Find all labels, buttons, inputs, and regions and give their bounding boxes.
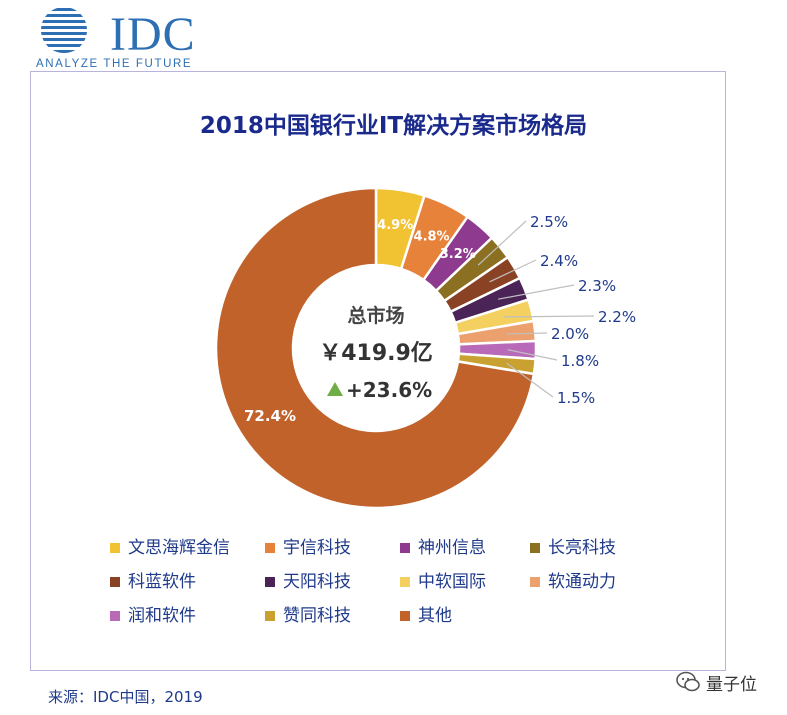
chart-title: 2018中国银行业IT解决方案市场格局 — [199, 113, 588, 139]
center-growth: +23.6% — [346, 378, 432, 402]
slice-label-2: 4.8% — [414, 229, 450, 244]
leader-line-9 — [507, 349, 558, 361]
legend-swatch — [400, 543, 410, 553]
leader-line-4 — [477, 220, 527, 266]
legend-label: 宇信科技 — [283, 538, 351, 558]
slice-label-6: 2.3% — [578, 277, 616, 295]
leader-line-10 — [506, 362, 554, 398]
legend-item: 神州信息 — [400, 533, 486, 558]
legend-label: 长亮科技 — [548, 538, 616, 558]
legend-swatch — [110, 611, 120, 621]
logo-text: IDC — [110, 8, 196, 61]
globe-logo-icon — [41, 8, 87, 53]
legend-item: 软通动力 — [530, 567, 616, 592]
legend-item: 天阳科技 — [265, 567, 351, 592]
legend-item: 中软国际 — [400, 567, 486, 592]
legend-swatch — [265, 543, 275, 553]
legend-label: 科蓝软件 — [128, 572, 196, 592]
slice-label-8: 2.0% — [551, 325, 589, 343]
slice-label-11: 72.4% — [244, 407, 296, 425]
legend-swatch — [110, 577, 120, 587]
slice-11 — [214, 186, 536, 510]
watermark: 量子位 — [676, 670, 776, 695]
slice-label-5: 2.4% — [540, 252, 578, 270]
chart-card — [30, 71, 726, 671]
legend-swatch — [400, 611, 410, 621]
legend-item: 其他 — [400, 601, 452, 626]
wechat-icon — [676, 671, 700, 692]
watermark-text: 量子位 — [706, 675, 757, 695]
legend-label: 中软国际 — [418, 572, 486, 592]
slice-label-10: 1.5% — [557, 389, 595, 407]
leader-line-6 — [498, 284, 575, 300]
legend-item: 赞同科技 — [265, 601, 351, 626]
legend-label: 软通动力 — [548, 572, 616, 592]
legend-item: 科蓝软件 — [110, 567, 196, 592]
legend-item: 文思海辉金信 — [110, 533, 230, 558]
source-note: 来源：IDC中国，2019 — [48, 688, 203, 706]
legend-swatch — [265, 611, 275, 621]
center-total: ￥419.9亿 — [319, 341, 433, 366]
up-triangle-icon — [327, 382, 343, 396]
center-label: 总市场 — [347, 304, 404, 327]
slice-label-4: 2.5% — [530, 213, 568, 231]
legend-swatch — [400, 577, 410, 587]
slice-label-3: 3.2% — [440, 247, 476, 262]
legend-swatch — [530, 543, 540, 553]
legend-item: 长亮科技 — [530, 533, 616, 558]
legend-label: 润和软件 — [128, 606, 196, 626]
legend-label: 神州信息 — [418, 538, 486, 558]
slice-label-1: 4.9% — [377, 218, 413, 233]
slice-label-9: 1.8% — [561, 352, 599, 370]
legend-label: 文思海辉金信 — [128, 538, 230, 558]
idc-logo: IDC ANALYZE THE FUTURE — [34, 6, 234, 72]
legend-item: 宇信科技 — [265, 533, 351, 558]
legend-swatch — [110, 543, 120, 553]
legend-label: 天阳科技 — [283, 572, 351, 592]
legend-swatch — [530, 577, 540, 587]
legend-item: 润和软件 — [110, 601, 196, 626]
leader-line-7 — [503, 315, 595, 318]
slice-label-7: 2.2% — [598, 308, 636, 326]
leader-line-8 — [506, 332, 548, 335]
legend-label: 其他 — [418, 606, 452, 626]
legend-swatch — [265, 577, 275, 587]
legend-label: 赞同科技 — [283, 606, 351, 626]
leader-line-5 — [489, 259, 537, 283]
logo-tagline: ANALYZE THE FUTURE — [36, 58, 193, 70]
